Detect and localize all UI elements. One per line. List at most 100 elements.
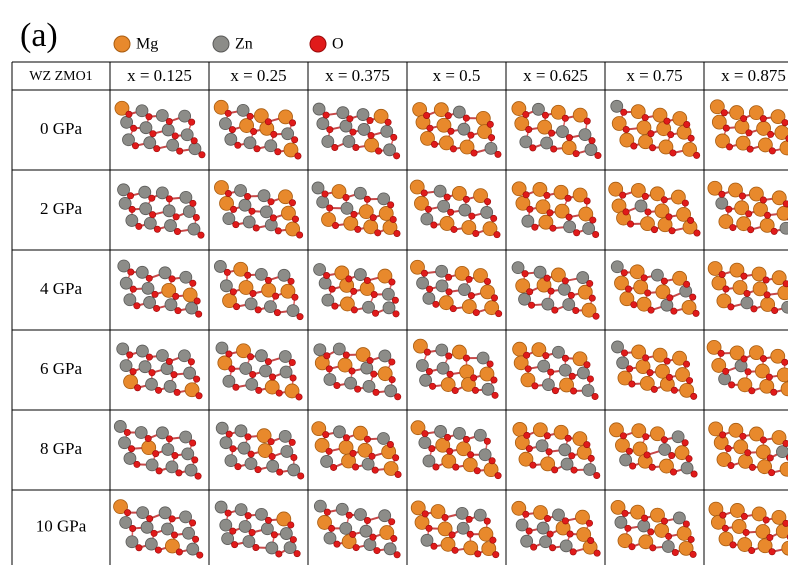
zn-atom (181, 447, 195, 461)
o-atom (770, 388, 778, 396)
column-header: x = 0.875 (721, 66, 786, 85)
o-atom (447, 127, 455, 135)
o-atom (192, 535, 200, 543)
o-atom (488, 457, 496, 465)
o-atom (264, 118, 272, 126)
zn-atom (458, 283, 471, 297)
mg-atom (572, 351, 588, 367)
o-atom (264, 276, 272, 284)
zn-atom (161, 443, 175, 456)
structure-image (511, 181, 600, 239)
o-atom (168, 515, 176, 523)
o-atom (768, 548, 776, 556)
o-atom (630, 301, 638, 309)
o-atom (370, 291, 378, 299)
mg-atom (770, 348, 786, 364)
o-atom (493, 231, 501, 239)
o-atom (763, 291, 771, 299)
structure-image (214, 180, 304, 239)
mg-atom (238, 280, 254, 295)
o-atom (230, 205, 238, 213)
mg-atom (715, 133, 730, 149)
mg-atom (511, 500, 527, 516)
zn-atom (515, 518, 529, 532)
mg-atom (629, 264, 645, 280)
zn-atom (119, 276, 133, 290)
zn-atom (321, 135, 335, 148)
zn-atom (234, 503, 248, 516)
mg-atom (674, 445, 690, 461)
zn-atom (560, 457, 574, 471)
mg-atom (650, 507, 665, 523)
o-atom (667, 131, 675, 139)
zn-atom (320, 455, 334, 468)
zn-atom (511, 261, 525, 275)
mg-atom (553, 424, 569, 440)
mg-atom (681, 299, 697, 315)
o-atom (264, 516, 272, 524)
zn-atom (255, 349, 268, 363)
o-atom (622, 208, 630, 216)
o-atom (549, 544, 557, 552)
o-atom (252, 543, 260, 551)
mg-atom (409, 179, 425, 195)
zn-atom (313, 343, 327, 357)
zn-atom (221, 532, 235, 545)
o-atom (543, 191, 551, 199)
o-atom (426, 124, 434, 132)
mg-atom (437, 521, 453, 537)
mg-atom (780, 381, 788, 397)
column-header: x = 0.25 (230, 66, 286, 85)
o-atom (467, 131, 475, 139)
zn-atom (259, 205, 273, 219)
o-atom (451, 546, 459, 554)
o-atom (719, 511, 727, 519)
o-atom (270, 531, 278, 539)
o-atom (646, 369, 654, 377)
mg-atom (482, 221, 498, 237)
o-atom (561, 517, 569, 525)
zn-atom (323, 531, 337, 545)
mg-atom (710, 514, 726, 530)
mg-atom (617, 533, 633, 549)
o-atom (153, 304, 161, 312)
mg-atom (749, 345, 764, 361)
o-atom (354, 385, 362, 393)
o-atom (762, 276, 770, 284)
o-atom (586, 280, 594, 288)
mg-atom (716, 293, 732, 309)
zn-atom (143, 296, 156, 309)
mg-atom (572, 107, 588, 123)
o-atom (583, 441, 591, 449)
structure-image (512, 341, 599, 401)
o-atom (531, 382, 539, 390)
o-atom (228, 126, 236, 134)
o-atom (331, 302, 339, 310)
mg-atom (233, 261, 249, 277)
zn-atom (476, 351, 490, 365)
o-atom (643, 451, 651, 459)
o-atom (543, 514, 551, 522)
mg-atom (538, 214, 554, 230)
o-atom (171, 451, 179, 459)
zn-atom (156, 426, 169, 440)
o-atom (717, 349, 725, 357)
mg-atom (311, 421, 327, 436)
o-atom (134, 384, 142, 392)
mg-atom (781, 540, 788, 556)
mg-atom (631, 423, 647, 439)
o-atom (628, 543, 636, 551)
zn-atom (419, 373, 432, 387)
zn-atom (278, 430, 292, 443)
mg-atom (657, 217, 673, 233)
zn-atom (384, 384, 398, 398)
zn-atom (520, 534, 534, 548)
zn-atom (135, 265, 149, 279)
structure-image (410, 500, 500, 559)
structure-image (412, 338, 499, 399)
o-atom (228, 365, 236, 373)
zn-atom (537, 359, 551, 373)
o-atom (647, 130, 655, 138)
o-atom (352, 544, 360, 552)
o-atom (297, 472, 305, 480)
